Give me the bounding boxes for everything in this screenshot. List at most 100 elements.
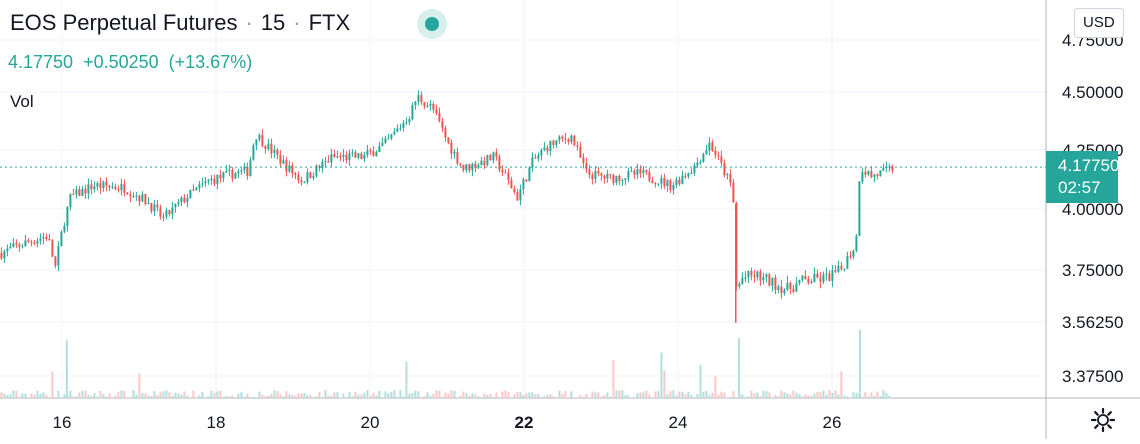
volume-bar xyxy=(60,397,62,398)
candle-body xyxy=(528,168,530,182)
candle-body xyxy=(774,278,776,290)
candle-body xyxy=(828,273,830,281)
candle-body xyxy=(633,171,635,175)
volume-bar xyxy=(786,393,788,398)
candle-body xyxy=(849,256,851,257)
volume-bar xyxy=(552,396,554,398)
volume-bar xyxy=(147,395,149,398)
volume-bar xyxy=(765,391,767,398)
volume-bar xyxy=(114,396,116,398)
last-price: 4.17750 xyxy=(8,52,73,73)
candle-body xyxy=(840,266,842,269)
currency-button[interactable]: USD xyxy=(1074,8,1124,38)
volume-bar xyxy=(846,396,848,398)
candle-body xyxy=(336,156,338,157)
candle-body xyxy=(345,155,347,160)
candle-body xyxy=(393,132,395,135)
candle-body xyxy=(156,205,158,208)
candle-body xyxy=(822,275,824,282)
live-indicator-icon[interactable] xyxy=(417,9,447,39)
x-tick-label: 24 xyxy=(669,413,688,432)
candle-body xyxy=(510,180,512,188)
volume-bar xyxy=(387,393,389,398)
gear-icon[interactable] xyxy=(1090,407,1116,433)
candle-body xyxy=(201,183,203,184)
volume-bar xyxy=(162,391,164,398)
candle-body xyxy=(495,152,497,156)
volume-bar xyxy=(702,392,704,398)
candle-body xyxy=(834,270,836,272)
candle-body xyxy=(9,247,11,249)
interval-label[interactable]: 15 xyxy=(261,10,285,36)
candle-body xyxy=(777,287,779,290)
volume-bar xyxy=(282,396,284,398)
volume-bar xyxy=(489,394,491,398)
candle-body xyxy=(618,176,620,181)
volume-bar xyxy=(699,365,701,398)
volume-bar xyxy=(408,394,410,398)
candle-body xyxy=(585,163,587,169)
x-tick-label: 20 xyxy=(361,413,380,432)
candle-body xyxy=(681,176,683,184)
volume-bar xyxy=(225,396,227,398)
candle-body xyxy=(567,139,569,142)
candle-body xyxy=(759,271,761,280)
volume-indicator-label[interactable]: Vol xyxy=(10,92,34,112)
candle-body xyxy=(276,150,278,155)
candle-body xyxy=(54,257,56,266)
volume-bar xyxy=(471,394,473,398)
candle-body xyxy=(234,173,236,178)
volume-bar xyxy=(513,394,515,398)
candle-body xyxy=(879,170,881,176)
volume-bar xyxy=(42,392,44,398)
volume-bar xyxy=(828,390,830,398)
candle-body xyxy=(171,207,173,214)
volume-bar xyxy=(885,393,887,398)
candle-body xyxy=(831,270,833,281)
candle-body xyxy=(123,184,125,193)
candle-body xyxy=(708,142,710,150)
chart-header: EOS Perpetual Futures · 15 · FTX xyxy=(10,10,350,36)
candle-body xyxy=(627,171,629,178)
candle-body xyxy=(648,172,650,181)
price-tag-value: 4.17750 xyxy=(1058,155,1118,177)
volume-bar xyxy=(0,392,2,398)
volume-bar xyxy=(558,391,560,398)
candle-body xyxy=(702,154,704,162)
candle-body xyxy=(537,155,539,158)
volume-bar xyxy=(174,393,176,398)
volume-bar xyxy=(300,393,302,398)
volume-bar xyxy=(438,391,440,398)
candle-body xyxy=(603,176,605,179)
candle-body xyxy=(417,95,419,101)
volume-bar xyxy=(405,362,407,398)
volume-bar xyxy=(369,396,371,398)
candle-body xyxy=(93,186,95,189)
volume-bar xyxy=(441,397,443,398)
candle-body xyxy=(309,172,311,178)
volume-bar xyxy=(549,394,551,398)
candle-body xyxy=(63,226,65,232)
candle-body xyxy=(135,196,137,197)
volume-bar xyxy=(144,394,146,398)
candle-body xyxy=(867,171,869,175)
volume-bar xyxy=(423,396,425,398)
candle-body xyxy=(729,174,731,183)
volume-bar xyxy=(399,390,401,398)
symbol-name[interactable]: EOS Perpetual Futures xyxy=(10,10,237,36)
candle-body xyxy=(687,173,689,176)
candle-body xyxy=(762,277,764,280)
candle-body xyxy=(168,210,170,214)
candle-body xyxy=(705,150,707,154)
volume-bar xyxy=(717,395,719,398)
candle-body xyxy=(333,154,335,157)
candle-body xyxy=(855,236,857,251)
volume-bar xyxy=(201,392,203,398)
header-separator: · xyxy=(293,10,300,36)
volume-bar xyxy=(795,393,797,398)
volume-bar xyxy=(222,397,224,398)
volume-bar xyxy=(81,391,83,398)
candle-body xyxy=(678,179,680,183)
candle-body xyxy=(630,171,632,172)
volume-bar xyxy=(66,340,68,398)
